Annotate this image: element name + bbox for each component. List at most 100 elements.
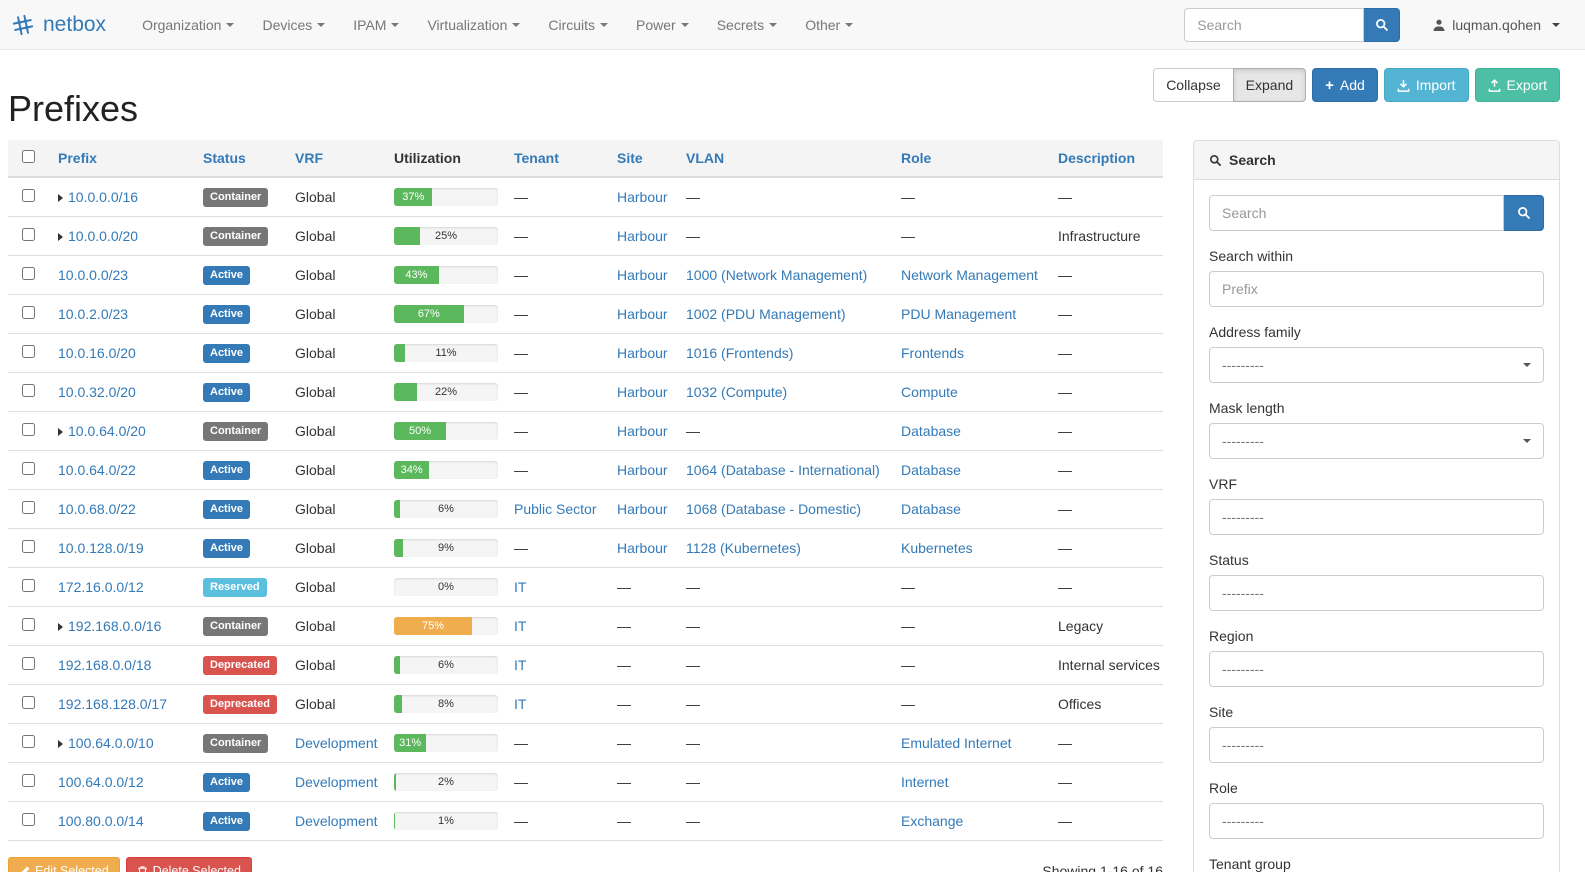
role-link[interactable]: Database (901, 462, 961, 478)
prefix-link[interactable]: 10.0.32.0/20 (58, 384, 136, 400)
filter-select-role[interactable]: --------- (1209, 803, 1544, 839)
row-checkbox[interactable] (22, 774, 35, 787)
tenant-link[interactable]: IT (514, 618, 527, 634)
row-checkbox[interactable] (22, 423, 35, 436)
vlan-link[interactable]: 1032 (Compute) (686, 384, 788, 400)
row-checkbox[interactable] (22, 696, 35, 709)
navbar-search-input[interactable] (1184, 7, 1365, 42)
nav-menu-devices[interactable]: Devices (248, 0, 339, 50)
expand-button[interactable]: Expand (1232, 68, 1307, 102)
column-header-description[interactable]: Description (1050, 140, 1163, 178)
row-checkbox[interactable] (22, 462, 35, 475)
site-link[interactable]: Harbour (617, 423, 668, 439)
filter-select-address-family[interactable]: --------- (1209, 347, 1544, 383)
expand-arrow-icon[interactable] (58, 194, 63, 202)
row-checkbox[interactable] (22, 384, 35, 397)
prefix-link[interactable]: 10.0.16.0/20 (58, 345, 136, 361)
column-header-prefix[interactable]: Prefix (50, 140, 195, 178)
prefix-link[interactable]: 10.0.64.0/20 (68, 423, 146, 439)
row-checkbox[interactable] (22, 189, 35, 202)
prefix-link[interactable]: 10.0.64.0/22 (58, 462, 136, 478)
nav-menu-ipam[interactable]: IPAM (339, 0, 413, 50)
role-link[interactable]: Emulated Internet (901, 735, 1012, 751)
select-all-checkbox[interactable] (22, 150, 35, 163)
row-checkbox[interactable] (22, 735, 35, 748)
prefix-link[interactable]: 100.64.0.0/10 (68, 735, 154, 751)
prefix-link[interactable]: 192.168.128.0/17 (58, 696, 167, 712)
prefix-link[interactable]: 10.0.2.0/23 (58, 306, 129, 322)
site-link[interactable]: Harbour (617, 345, 668, 361)
row-checkbox[interactable] (22, 579, 35, 592)
column-header-vlan[interactable]: VLAN (678, 140, 893, 178)
tenant-link[interactable]: Public Sector (514, 501, 597, 517)
filter-search-button[interactable] (1504, 195, 1544, 231)
nav-menu-power[interactable]: Power (622, 0, 703, 50)
nav-menu-organization[interactable]: Organization (128, 0, 248, 50)
filter-select-vrf[interactable]: --------- (1209, 499, 1544, 535)
site-link[interactable]: Harbour (617, 384, 668, 400)
collapse-button[interactable]: Collapse (1153, 68, 1234, 102)
edit-selected-button[interactable]: Edit Selected (8, 857, 120, 872)
role-link[interactable]: Database (901, 501, 961, 517)
filter-input-search-within[interactable] (1209, 271, 1544, 307)
vrf-link[interactable]: Development (295, 813, 378, 829)
tenant-link[interactable]: IT (514, 657, 527, 673)
tenant-link[interactable]: IT (514, 579, 527, 595)
row-checkbox[interactable] (22, 228, 35, 241)
netbox-brand[interactable]: netbox (10, 12, 106, 38)
role-link[interactable]: PDU Management (901, 306, 1017, 322)
nav-menu-circuits[interactable]: Circuits (534, 0, 622, 50)
site-link[interactable]: Harbour (617, 501, 668, 517)
prefix-link[interactable]: 172.16.0.0/12 (58, 579, 144, 595)
nav-menu-secrets[interactable]: Secrets (703, 0, 791, 50)
role-link[interactable]: Internet (901, 774, 949, 790)
role-link[interactable]: Frontends (901, 345, 965, 361)
vlan-link[interactable]: 1128 (Kubernetes) (686, 540, 801, 556)
role-link[interactable]: Kubernetes (901, 540, 973, 556)
prefix-link[interactable]: 10.0.0.0/16 (68, 189, 139, 205)
row-checkbox[interactable] (22, 345, 35, 358)
role-link[interactable]: Database (901, 423, 961, 439)
filter-select-status[interactable]: --------- (1209, 575, 1544, 611)
vlan-link[interactable]: 1016 (Frontends) (686, 345, 794, 361)
row-checkbox[interactable] (22, 540, 35, 553)
prefix-link[interactable]: 10.0.0.0/23 (58, 267, 129, 283)
vlan-link[interactable]: 1000 (Network Management) (686, 267, 868, 283)
site-link[interactable]: Harbour (617, 189, 668, 205)
add-button[interactable]: + Add (1312, 68, 1378, 102)
column-header-status[interactable]: Status (195, 140, 287, 178)
export-button[interactable]: Export (1474, 68, 1560, 102)
nav-menu-other[interactable]: Other (791, 0, 867, 50)
expand-arrow-icon[interactable] (58, 740, 63, 748)
expand-arrow-icon[interactable] (58, 428, 63, 436)
filter-search-input[interactable] (1209, 195, 1504, 231)
role-link[interactable]: Compute (901, 384, 958, 400)
site-link[interactable]: Harbour (617, 267, 668, 283)
prefix-link[interactable]: 192.168.0.0/16 (68, 618, 162, 634)
delete-selected-button[interactable]: Delete Selected (125, 857, 252, 872)
column-header-vrf[interactable]: VRF (287, 140, 386, 178)
row-checkbox[interactable] (22, 657, 35, 670)
vlan-link[interactable]: 1068 (Database - Domestic) (686, 501, 862, 517)
prefix-link[interactable]: 100.80.0.0/14 (58, 813, 144, 829)
vlan-link[interactable]: 1002 (PDU Management) (686, 306, 846, 322)
site-link[interactable]: Harbour (617, 306, 668, 322)
prefix-link[interactable]: 192.168.0.0/18 (58, 657, 152, 673)
expand-arrow-icon[interactable] (58, 233, 63, 241)
site-link[interactable]: Harbour (617, 462, 668, 478)
tenant-link[interactable]: IT (514, 696, 527, 712)
vrf-link[interactable]: Development (295, 774, 378, 790)
prefix-link[interactable]: 10.0.68.0/22 (58, 501, 136, 517)
column-header-site[interactable]: Site (609, 140, 678, 178)
nav-menu-virtualization[interactable]: Virtualization (413, 0, 534, 50)
column-header-tenant[interactable]: Tenant (506, 140, 609, 178)
row-checkbox[interactable] (22, 306, 35, 319)
import-button[interactable]: Import (1383, 68, 1469, 102)
prefix-link[interactable]: 10.0.128.0/19 (58, 540, 144, 556)
prefix-link[interactable]: 10.0.0.0/20 (68, 228, 139, 244)
row-checkbox[interactable] (22, 267, 35, 280)
row-checkbox[interactable] (22, 618, 35, 631)
filter-select-mask-length[interactable]: --------- (1209, 423, 1544, 459)
column-header-role[interactable]: Role (893, 140, 1050, 178)
site-link[interactable]: Harbour (617, 540, 668, 556)
